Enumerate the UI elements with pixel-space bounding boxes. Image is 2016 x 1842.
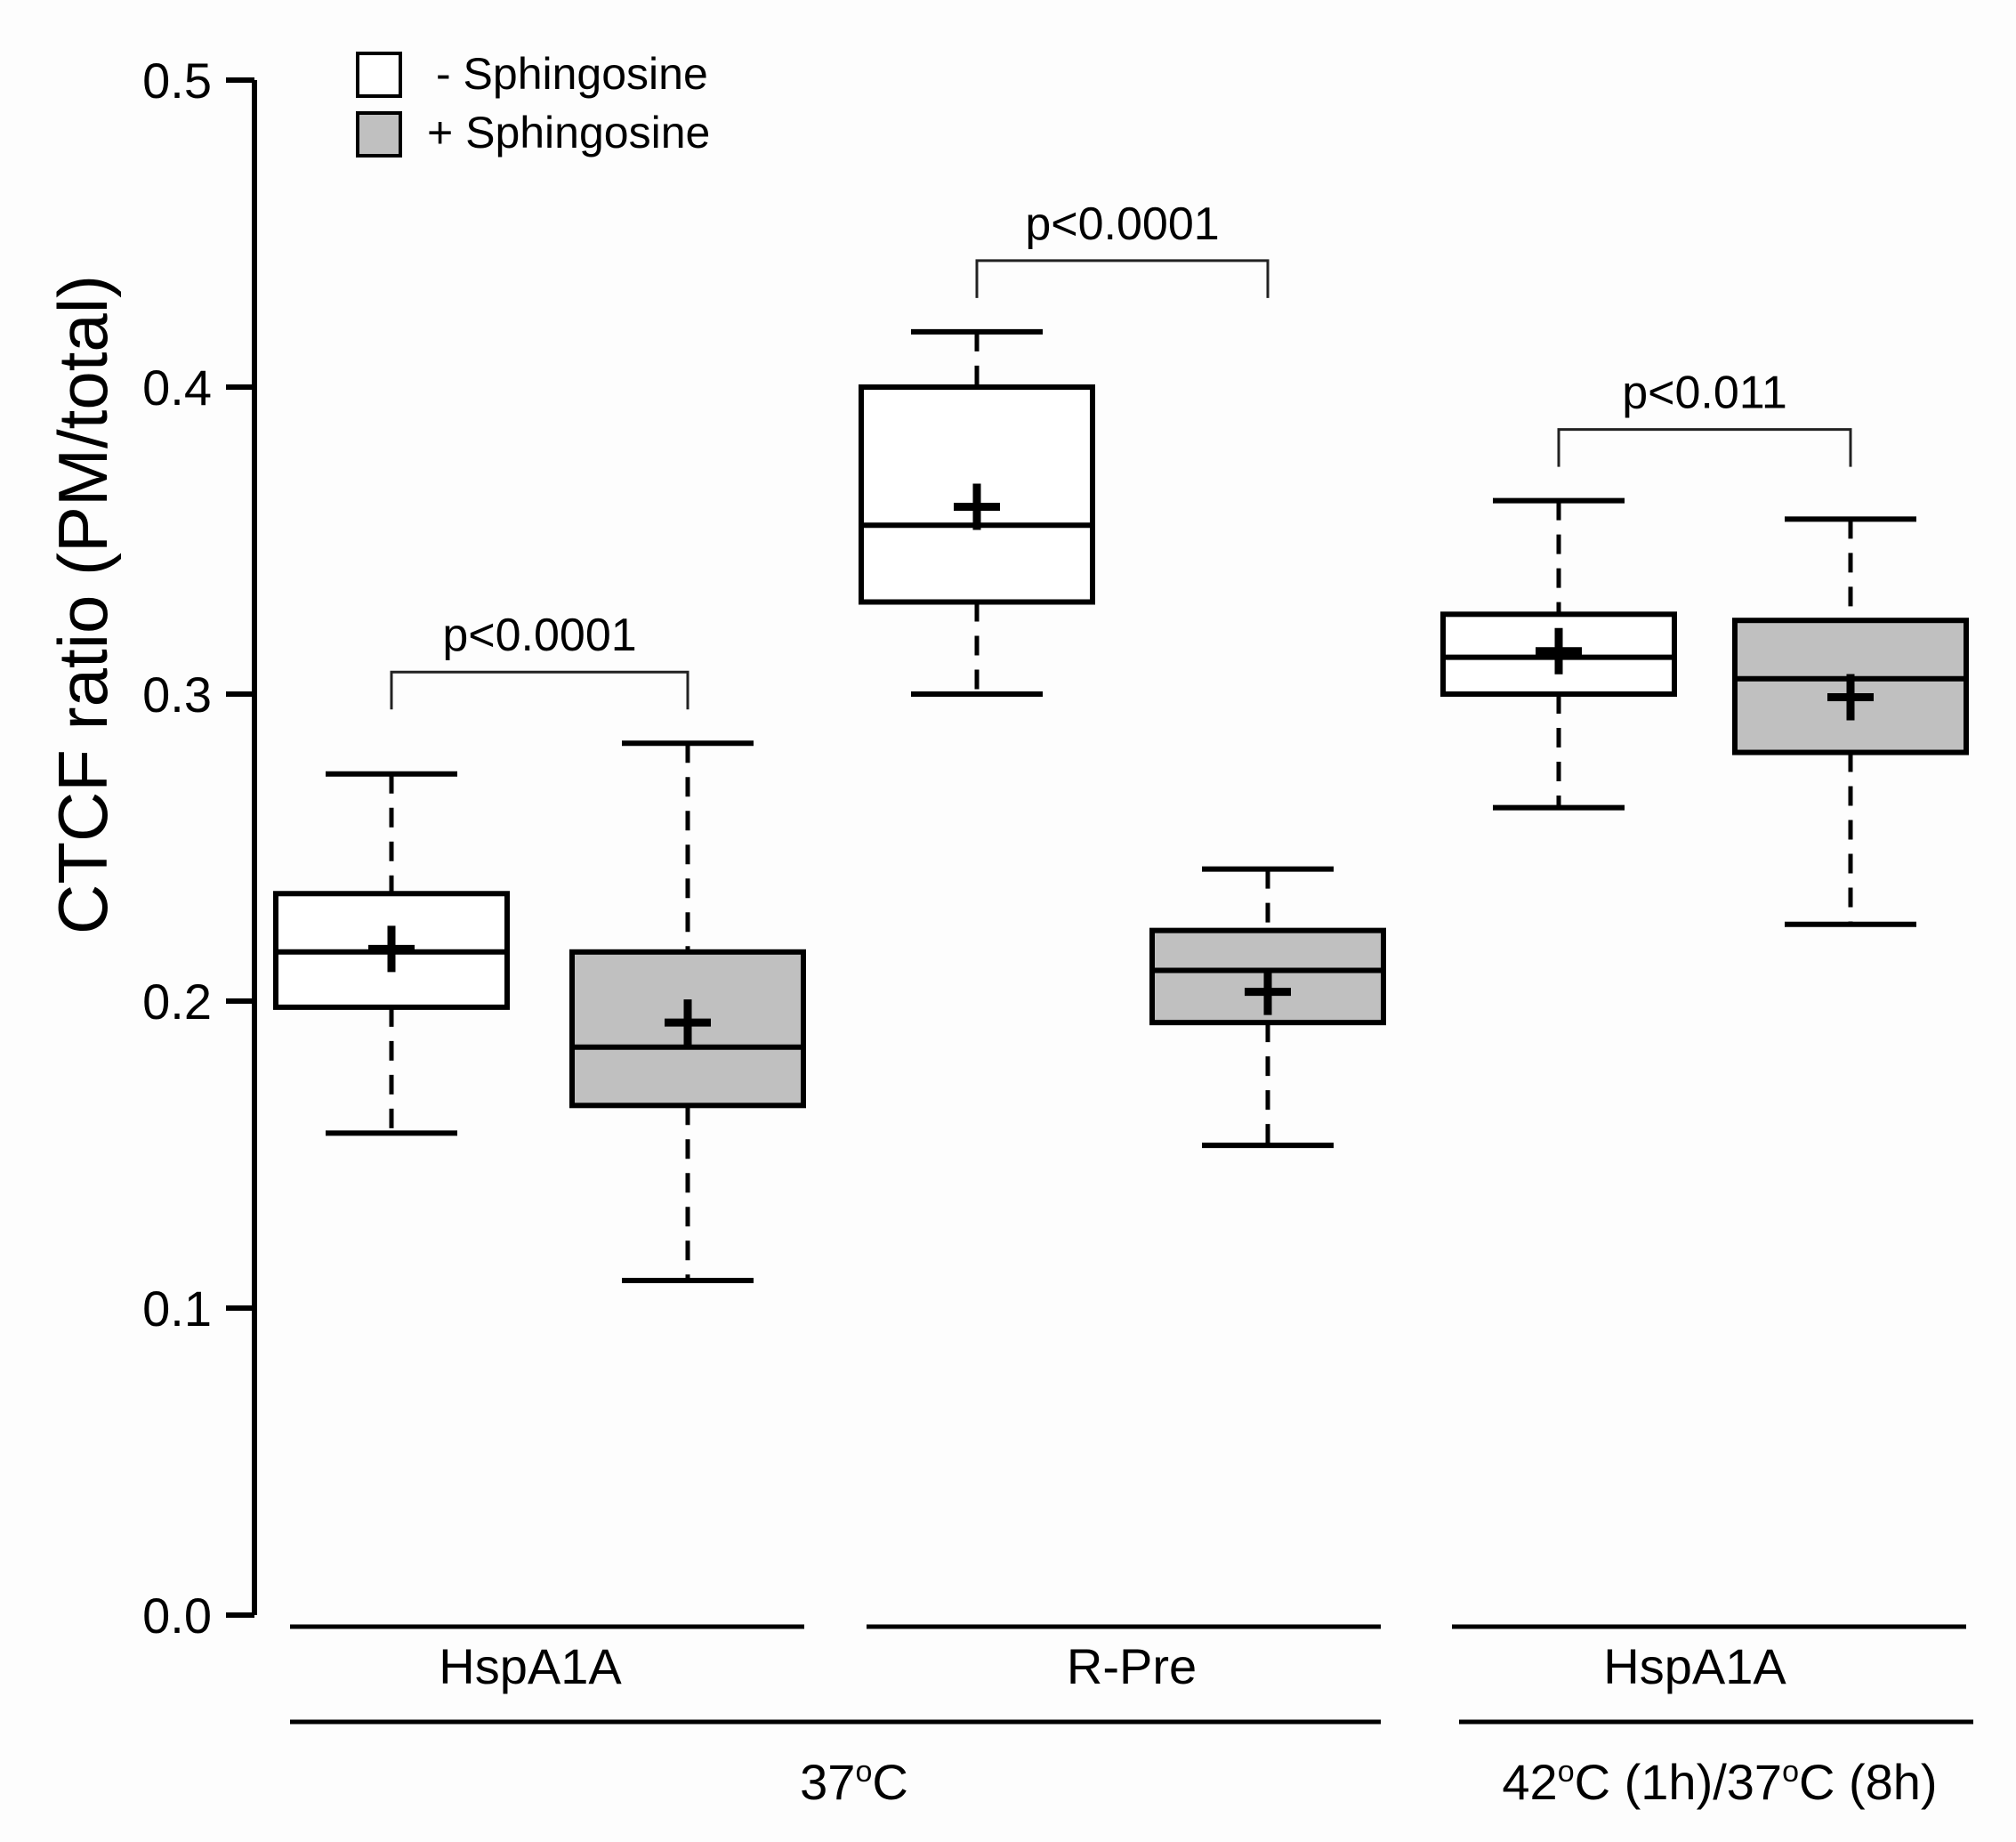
box-2	[569, 740, 806, 1283]
bracket-line	[975, 259, 1270, 298]
bracket-line	[1557, 428, 1852, 467]
legend-swatch-minus	[356, 52, 402, 98]
group-label-hspa1a-42: HspA1A	[1603, 1638, 1786, 1694]
y-tick-label: 0.1	[142, 1281, 212, 1337]
box-5	[1440, 497, 1677, 811]
box-4	[1149, 866, 1386, 1149]
group-label-rpre-37: R-Pre	[1067, 1638, 1197, 1694]
significance-brackets: p<0.0001 p<0.0001 p<0.011	[390, 198, 1852, 710]
legend: - Sphingosine + Sphingosine	[356, 49, 710, 158]
y-tick-label: 0.5	[142, 53, 212, 109]
condition-37-temp: 37	[800, 1754, 855, 1810]
legend-label-plus: + Sphingosine	[427, 108, 710, 158]
y-tick-label: 0.2	[142, 974, 212, 1030]
bracket-line	[390, 670, 689, 710]
box-6	[1732, 516, 1969, 927]
group-labels: HspA1A R-Pre HspA1A 37oC 42oC (1h)/37oC …	[290, 1624, 1973, 1810]
condition-42-degree: o	[1558, 1755, 1575, 1789]
condition-37-degree: o	[855, 1755, 872, 1789]
condition-42-rest-2: C (8h)	[1799, 1754, 1938, 1810]
y-tick-label: 0.4	[142, 360, 212, 416]
group-label-hspa1a-37: HspA1A	[439, 1638, 622, 1694]
p-value-bracket-3: p<0.011	[1557, 368, 1852, 467]
p-value-label: p<0.011	[1622, 368, 1787, 419]
condition-37-unit: C	[872, 1754, 907, 1810]
condition-42-temp: 42	[1502, 1754, 1557, 1810]
p-value-label: p<0.0001	[1025, 198, 1219, 250]
legend-label-minus: - Sphingosine	[436, 49, 708, 99]
legend-swatch-plus	[356, 111, 402, 158]
condition-42-degree-2: o	[1782, 1755, 1799, 1789]
p-value-bracket-2: p<0.0001	[975, 198, 1270, 298]
box-series	[273, 328, 1969, 1283]
p-value-bracket-1: p<0.0001	[390, 610, 689, 710]
condition-label-37: 37oC	[800, 1754, 908, 1810]
y-tick-label: 0.3	[142, 667, 212, 723]
condition-label-42: 42oC (1h)/37oC (8h)	[1502, 1754, 1937, 1810]
box-3	[859, 328, 1095, 697]
condition-42-rest: C (1h)/37	[1575, 1754, 1782, 1810]
y-axis: 0.0 0.1 0.2 0.3 0.4 0.5 CTCF ratio (PM/total)	[44, 53, 257, 1644]
box-1	[273, 771, 510, 1136]
p-value-label: p<0.0001	[442, 610, 636, 661]
y-axis-label: CTCF ratio (PM/total)	[44, 275, 122, 934]
y-tick-label: 0.0	[142, 1588, 212, 1644]
